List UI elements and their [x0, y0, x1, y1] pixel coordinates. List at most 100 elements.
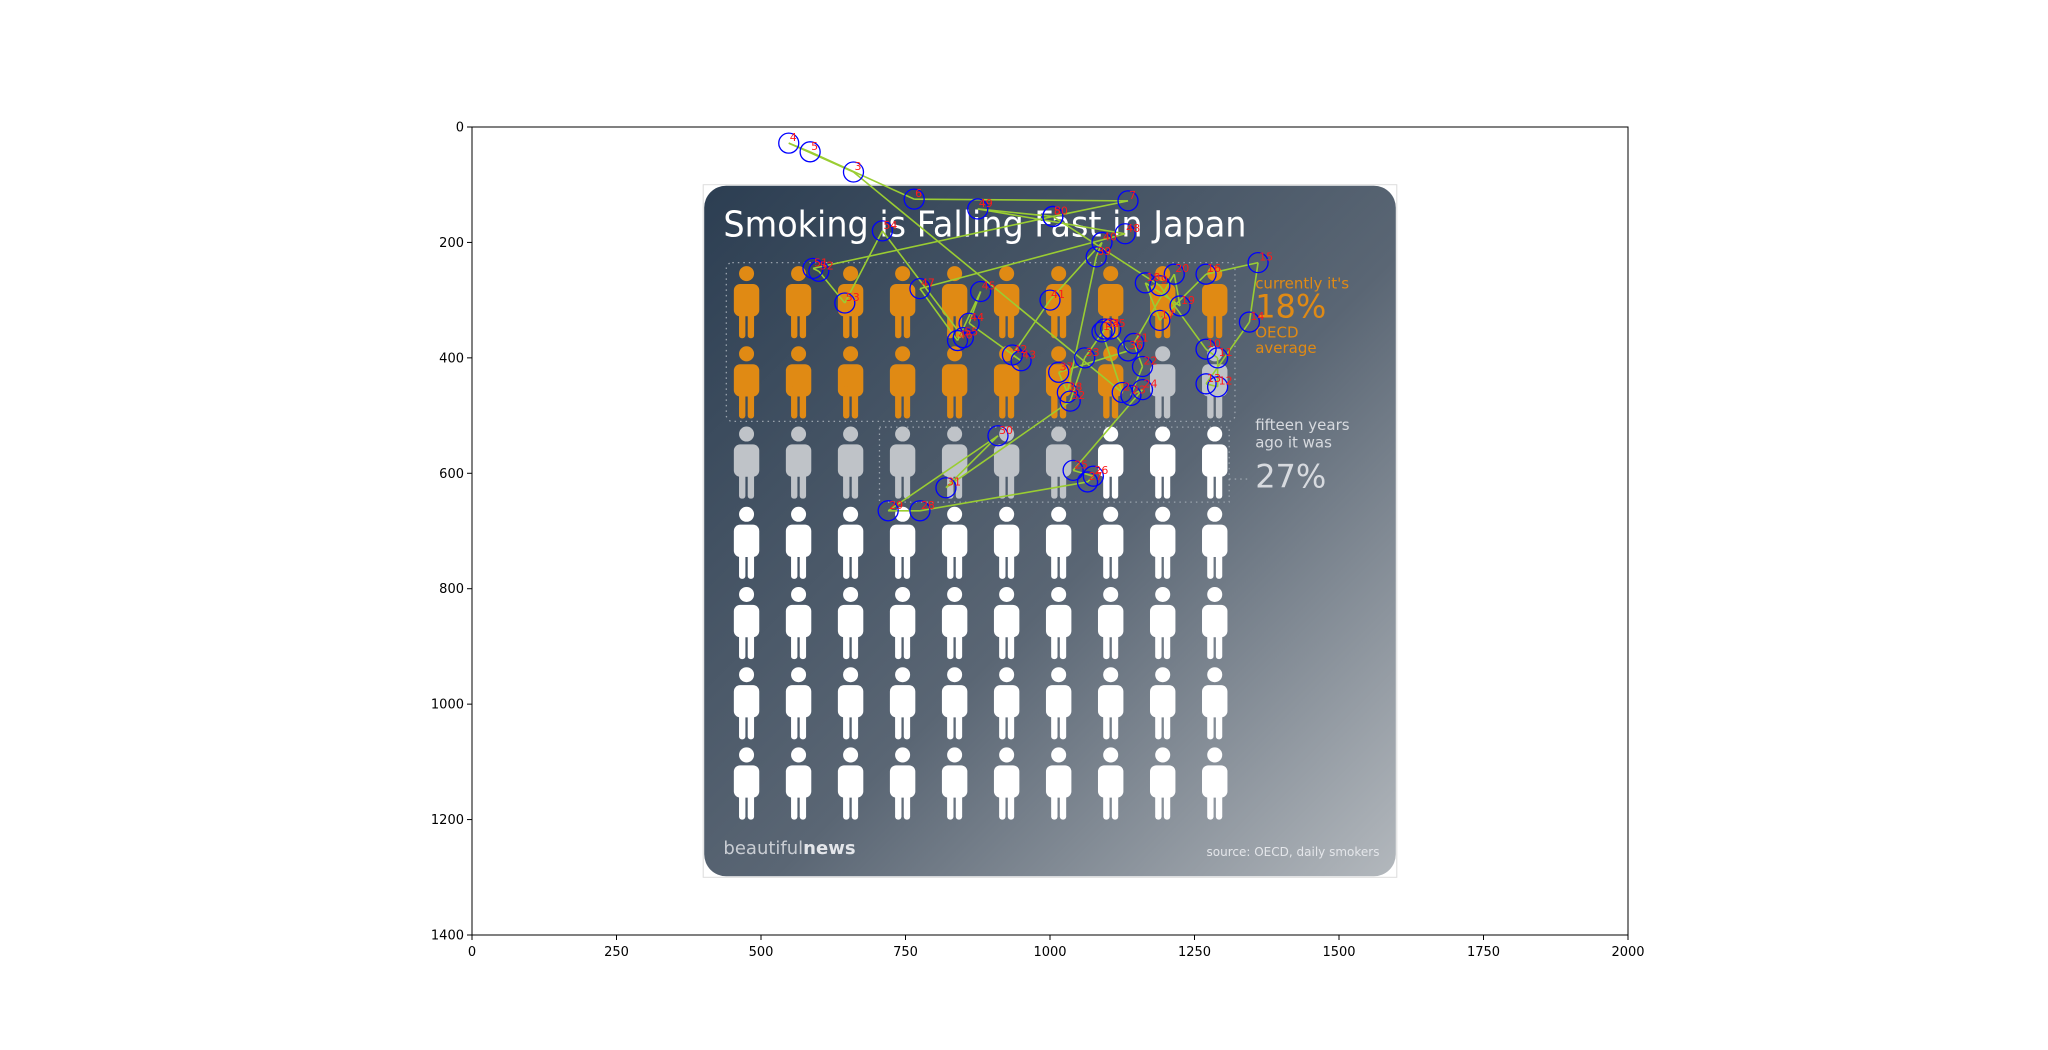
fixation-circle	[946, 329, 969, 352]
fixation-label: 51	[814, 256, 828, 269]
fixation-label: 21	[1135, 331, 1149, 344]
person-pictogram	[733, 747, 760, 820]
person-pictogram	[785, 426, 812, 499]
fixation-circle	[842, 161, 865, 183]
fixation-label: 1	[1103, 320, 1110, 333]
y-tick-label: 1000	[431, 698, 464, 713]
person-pictogram	[1045, 266, 1072, 339]
person-pictogram	[837, 506, 864, 579]
person-pictogram	[941, 266, 968, 339]
fixation-circle	[1149, 275, 1171, 297]
fixation-label: 46	[959, 329, 973, 342]
fixation-label: 29	[889, 499, 903, 512]
past-value: 27%	[1255, 458, 1326, 496]
fixation-label: 23	[1132, 383, 1146, 396]
fixation-circle	[909, 500, 931, 522]
fixation-circle	[1074, 347, 1096, 369]
fixation-label: 25	[1074, 458, 1088, 471]
fixation-circle	[1048, 361, 1070, 383]
scanpath-segment	[1159, 285, 1207, 350]
y-tick-label: 800	[439, 582, 464, 597]
person-pictogram	[993, 667, 1020, 740]
person-pictogram	[889, 506, 916, 579]
grey-bracket	[878, 426, 1230, 503]
person-pictogram	[837, 266, 864, 339]
x-tick-label: 1750	[1467, 945, 1500, 960]
fixation-circle	[1039, 289, 1061, 311]
person-pictogram	[1202, 667, 1228, 740]
fixation-label: 38	[1068, 380, 1082, 393]
scanpath-segment	[1049, 241, 1103, 301]
scanpath-segment	[1173, 274, 1181, 307]
oecd-average-label: average	[1255, 339, 1316, 357]
person-pictogram	[941, 506, 968, 579]
fixation-label: 50	[1054, 204, 1068, 217]
fixation-label: 13	[1207, 372, 1221, 385]
person-pictogram	[785, 586, 812, 660]
y-tick-label: 0	[456, 121, 464, 136]
fixation-label: 37	[1060, 360, 1074, 373]
scanpath-segment	[1066, 256, 1098, 393]
infographic-frame	[702, 184, 1398, 878]
person-pictogram	[889, 346, 916, 419]
person-pictogram	[889, 426, 916, 499]
scanpath-segment	[956, 291, 982, 341]
fixation-circle	[799, 141, 821, 163]
fixation-circle	[1134, 272, 1157, 294]
fixation-circle	[1169, 295, 1191, 317]
brand-bold: news	[803, 838, 855, 859]
fixation-circle	[1163, 263, 1185, 285]
person-pictogram	[1097, 667, 1124, 740]
fixation-label: 45	[982, 279, 996, 292]
fixation-label: 44	[970, 311, 984, 324]
scanpath-segment	[919, 288, 959, 342]
fixation-label: 49	[979, 197, 993, 210]
person-pictogram	[1097, 747, 1124, 820]
fixation-circle	[1056, 381, 1078, 404]
fixation-circle	[778, 132, 800, 154]
fixation-circle	[1091, 321, 1113, 343]
person-pictogram	[1045, 667, 1072, 740]
scanpath-segment	[1205, 321, 1251, 385]
fixation-label: 28	[921, 499, 935, 512]
fixation-label: 17	[1161, 308, 1175, 321]
scanpath-segment	[852, 171, 1123, 394]
person-pictogram	[941, 667, 968, 740]
fixation-circle	[958, 312, 980, 334]
scanpath-segment	[812, 267, 820, 273]
fixation-label: 8	[1054, 204, 1061, 217]
fixation-circle	[987, 425, 1009, 447]
fixation-circle	[969, 280, 992, 303]
fixation-label: 19	[1181, 294, 1195, 307]
person-pictogram	[1202, 747, 1228, 820]
scanpath-segment	[1057, 371, 1069, 393]
fixation-circle	[1206, 376, 1229, 398]
fixation-circle	[1120, 384, 1142, 407]
fixation-circle	[1206, 347, 1229, 369]
fixation-label: 4	[790, 131, 797, 144]
fixation-label: 2	[1123, 380, 1130, 393]
fixation-circle	[1085, 246, 1107, 268]
scanpath-segment	[1095, 242, 1103, 258]
scanpath-segment	[1133, 273, 1175, 344]
x-tick-label: 500	[749, 945, 774, 960]
person-pictogram	[1202, 586, 1228, 660]
fixation-circle	[1010, 350, 1032, 372]
scanpath-segment	[1052, 200, 1129, 218]
y-tick-label: 1400	[431, 929, 464, 944]
x-tick-label: 0	[468, 945, 476, 960]
fixation-label: 34	[1106, 317, 1120, 330]
x-axis: 0 250 500 750 1000 1250 1500 1750 2000	[468, 935, 1645, 960]
person-pictogram	[1097, 586, 1124, 660]
y-tick-label: 1200	[431, 813, 464, 828]
fixation-circle	[1123, 332, 1145, 355]
fixation-label: 5	[811, 140, 818, 153]
x-tick-label: 1250	[1178, 945, 1211, 960]
fixation-circle	[802, 257, 824, 280]
fixation-circle	[877, 500, 899, 522]
fixation-label: 11	[1219, 346, 1233, 359]
fixation-label: 31	[947, 476, 961, 489]
fixation-circle	[1091, 231, 1113, 254]
scanpath-segment	[818, 270, 846, 304]
x-tick-label: 250	[604, 945, 629, 960]
